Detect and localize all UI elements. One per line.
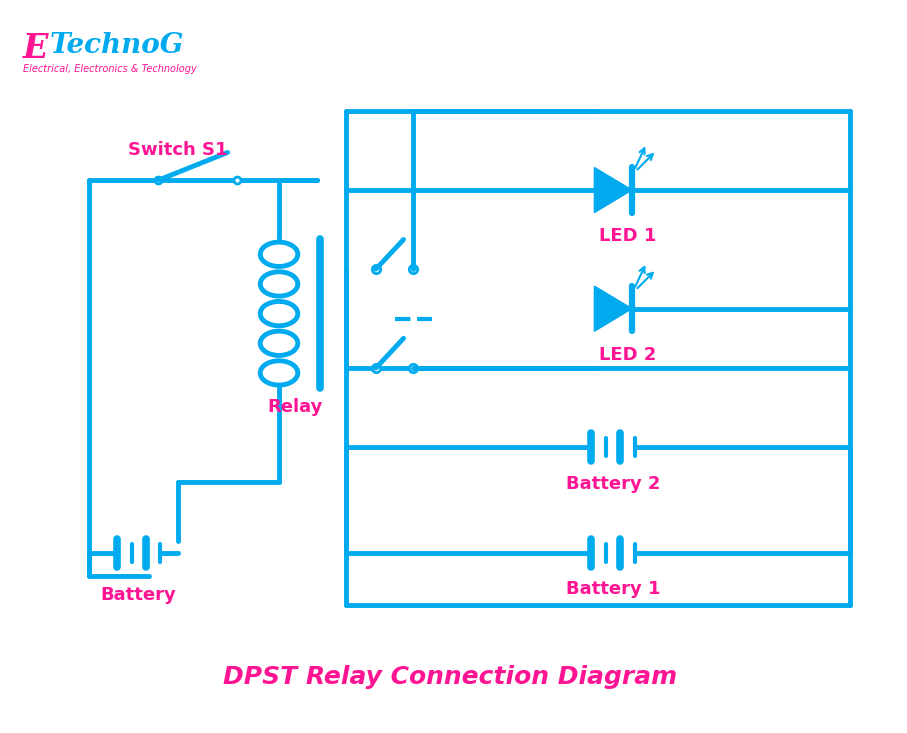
Text: DPST Relay Connection Diagram: DPST Relay Connection Diagram: [223, 666, 678, 689]
Text: Battery 2: Battery 2: [566, 474, 660, 493]
Text: TechnoG: TechnoG: [50, 32, 184, 59]
Polygon shape: [594, 167, 632, 213]
Text: Switch S1: Switch S1: [129, 141, 228, 159]
Text: Battery 1: Battery 1: [566, 581, 660, 598]
Text: Battery: Battery: [101, 586, 177, 604]
Text: LED 2: LED 2: [600, 346, 657, 364]
Polygon shape: [594, 286, 632, 331]
Text: Electrical, Electronics & Technology: Electrical, Electronics & Technology: [23, 65, 197, 75]
Text: LED 1: LED 1: [600, 227, 657, 246]
Text: E: E: [23, 32, 48, 65]
Text: Relay: Relay: [268, 399, 323, 416]
